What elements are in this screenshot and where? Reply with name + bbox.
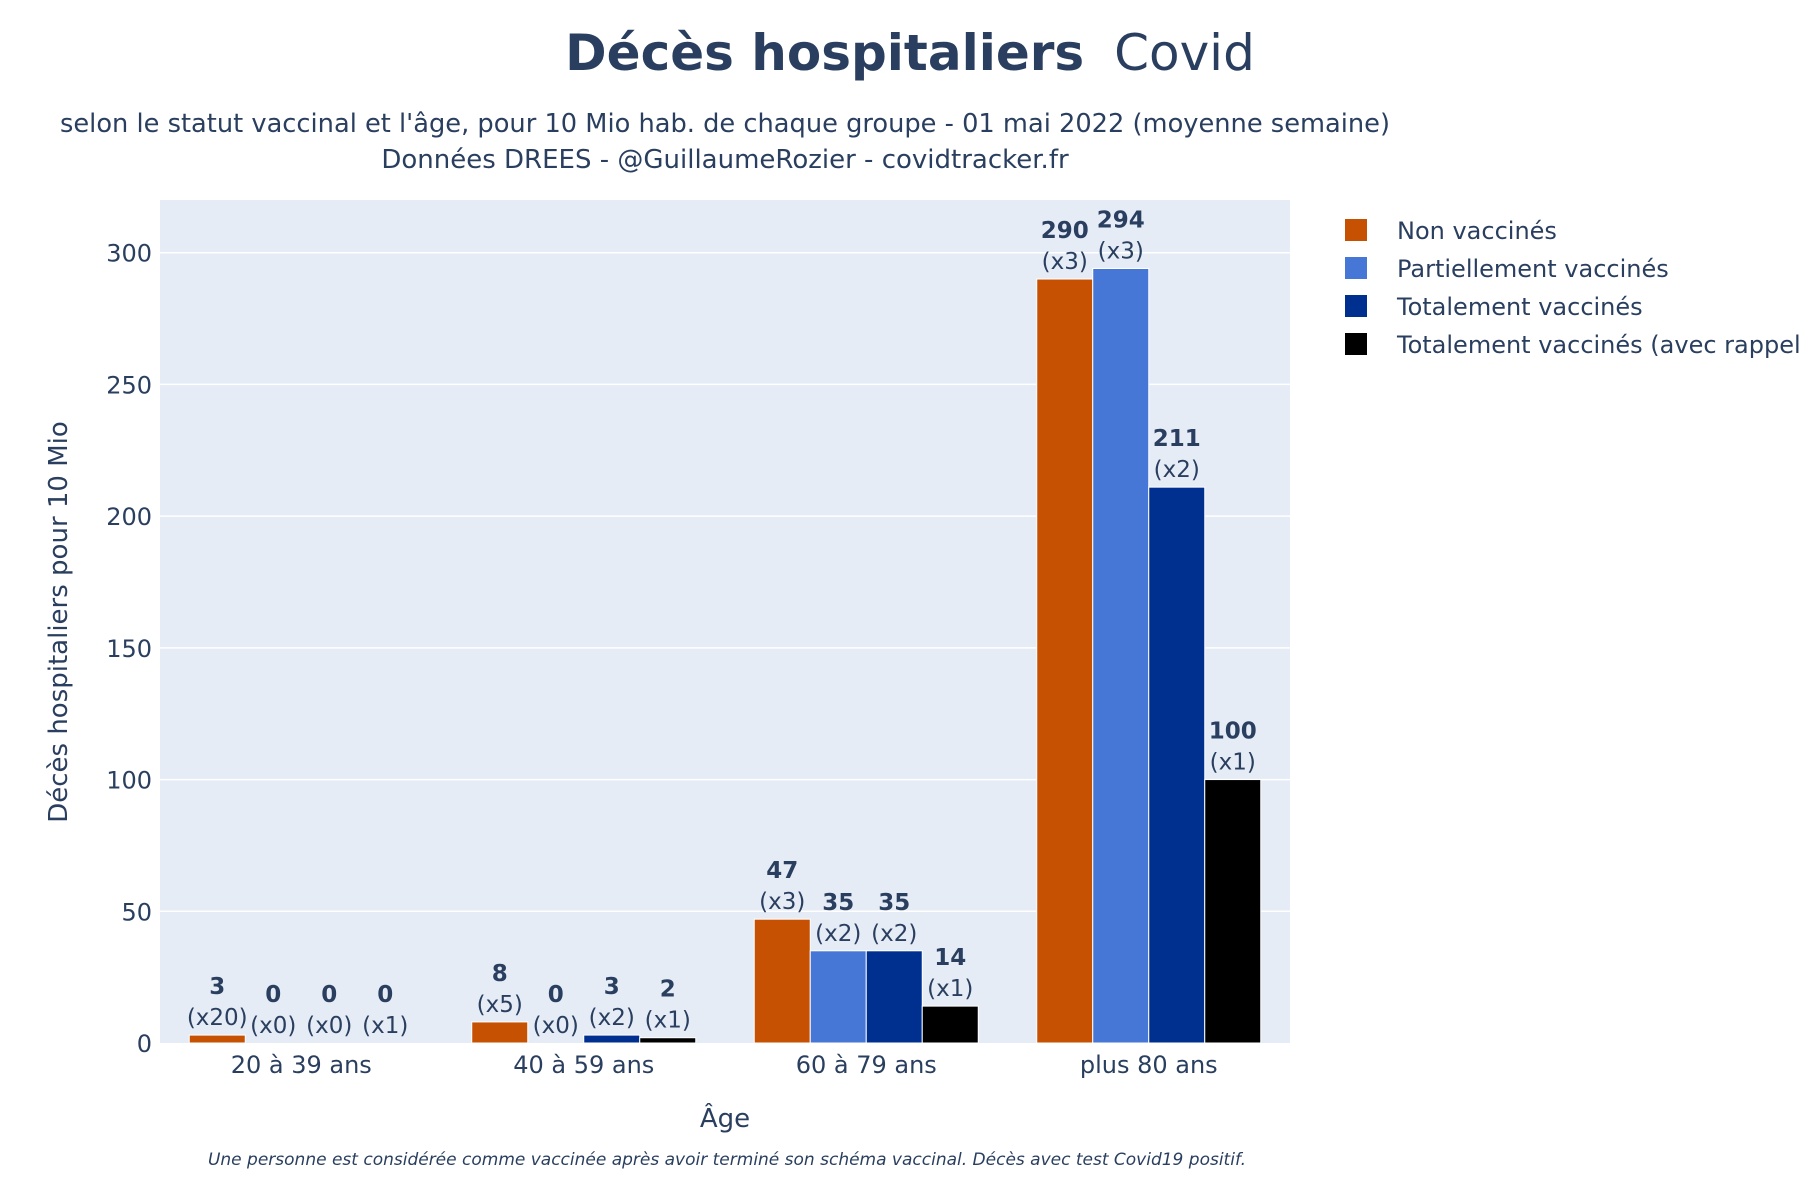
bar-ratio-label: (x3) xyxy=(1098,238,1144,264)
bar-value-label: 35 xyxy=(878,890,910,916)
chart-title: Décès hospitaliers Covid xyxy=(565,24,1255,82)
chart-title-rest: Covid xyxy=(1114,24,1255,82)
bar-ratio-label: (x5) xyxy=(477,992,523,1018)
bar-value-label: 294 xyxy=(1097,207,1145,233)
bar xyxy=(583,1034,641,1044)
bar xyxy=(1148,486,1206,1044)
bar-value-label: 0 xyxy=(377,982,393,1008)
bar-ratio-label: (x0) xyxy=(533,1013,579,1039)
chart-title-bold: Décès hospitaliers xyxy=(565,24,1084,82)
bar-value-label: 0 xyxy=(548,982,564,1008)
x-tick-label: 60 à 79 ans xyxy=(796,1051,937,1079)
bar-ratio-label: (x1) xyxy=(1210,750,1256,776)
y-tick-label: 0 xyxy=(137,1030,152,1058)
legend-swatch xyxy=(1345,219,1367,241)
bar xyxy=(1092,267,1150,1044)
bar xyxy=(1204,779,1262,1044)
bar-ratio-label: (x20) xyxy=(187,1005,248,1031)
bar-labels: 3 (x20) 0 (x0) 0 (x0) 0 (x1) 8 (x5) 0 (x0) 3 (x2) 2 (x1… xyxy=(187,207,1257,1039)
bars xyxy=(188,267,1262,1044)
bar-ratio-label: (x3) xyxy=(1042,249,1088,275)
legend-swatch xyxy=(1345,333,1367,355)
x-axis-title: Âge xyxy=(700,1102,750,1134)
bar-value-label: 3 xyxy=(209,974,225,1000)
legend-swatch xyxy=(1345,257,1367,279)
footnote: Une personne est considérée comme vaccin… xyxy=(208,1150,1246,1170)
bar-ratio-label: (x2) xyxy=(815,921,861,947)
grid xyxy=(160,251,1290,913)
bar-ratio-label: (x2) xyxy=(589,1005,635,1031)
x-tick-label: 20 à 39 ans xyxy=(231,1051,372,1079)
legend-label: Non vaccinés xyxy=(1397,217,1557,245)
bar-value-label: 3 xyxy=(604,974,620,1000)
bar-value-label: 47 xyxy=(766,858,798,884)
bar-ratio-label: (x0) xyxy=(306,1013,352,1039)
y-tick-label: 200 xyxy=(106,503,152,531)
legend-label: Totalement vaccinés (avec rappel) xyxy=(1396,331,1800,359)
bar-value-label: 14 xyxy=(934,945,966,971)
y-tick-label: 50 xyxy=(121,898,152,926)
bar-ratio-label: (x2) xyxy=(871,921,917,947)
bar xyxy=(1036,278,1094,1044)
legend-swatch xyxy=(1345,295,1367,317)
bar-ratio-label: (x2) xyxy=(1154,457,1200,483)
bar-ratio-label: (x3) xyxy=(759,889,805,915)
legend: Non vaccinés Partiellement vaccinés Totale… xyxy=(1345,217,1800,359)
bar-value-label: 8 xyxy=(492,961,508,987)
y-tick-label: 300 xyxy=(106,240,152,268)
bar-ratio-label: (x0) xyxy=(250,1013,296,1039)
y-tick-labels: 0 50 100 150 200 250 300 xyxy=(106,240,152,1058)
x-tick-labels: 20 à 39 ans 40 à 59 ans 60 à 79 ans plus 80… xyxy=(231,1051,1218,1079)
chart-subtitle-line1: selon le statut vaccinal et l'âge, pour … xyxy=(60,109,1390,139)
legend-label: Totalement vaccinés xyxy=(1396,293,1643,321)
bar-value-label: 100 xyxy=(1209,719,1257,745)
bar-value-label: 0 xyxy=(321,982,337,1008)
y-tick-label: 250 xyxy=(106,371,152,399)
bar xyxy=(753,918,811,1044)
bar-value-label: 211 xyxy=(1153,426,1201,452)
bar xyxy=(809,950,867,1044)
bar-ratio-label: (x1) xyxy=(645,1008,691,1034)
bar-ratio-label: (x1) xyxy=(927,976,973,1002)
bar xyxy=(921,1005,979,1044)
chart-subtitle-line2: Données DREES - @GuillaumeRozier - covid… xyxy=(381,145,1069,175)
bar-value-label: 0 xyxy=(265,982,281,1008)
bar-value-label: 2 xyxy=(660,977,676,1003)
y-tick-label: 100 xyxy=(106,767,152,795)
x-tick-label: 40 à 59 ans xyxy=(513,1051,654,1079)
y-tick-label: 150 xyxy=(106,635,152,663)
bar-ratio-label: (x1) xyxy=(362,1013,408,1039)
bar xyxy=(639,1037,697,1044)
x-tick-label: plus 80 ans xyxy=(1080,1051,1218,1079)
bar-value-label: 35 xyxy=(822,890,854,916)
bar-value-label: 290 xyxy=(1041,218,1089,244)
bar xyxy=(188,1034,246,1044)
legend-label: Partiellement vaccinés xyxy=(1397,255,1669,283)
y-axis-title: Décès hospitaliers pour 10 Mio xyxy=(44,421,74,823)
bar xyxy=(471,1021,529,1044)
bar xyxy=(865,950,923,1044)
